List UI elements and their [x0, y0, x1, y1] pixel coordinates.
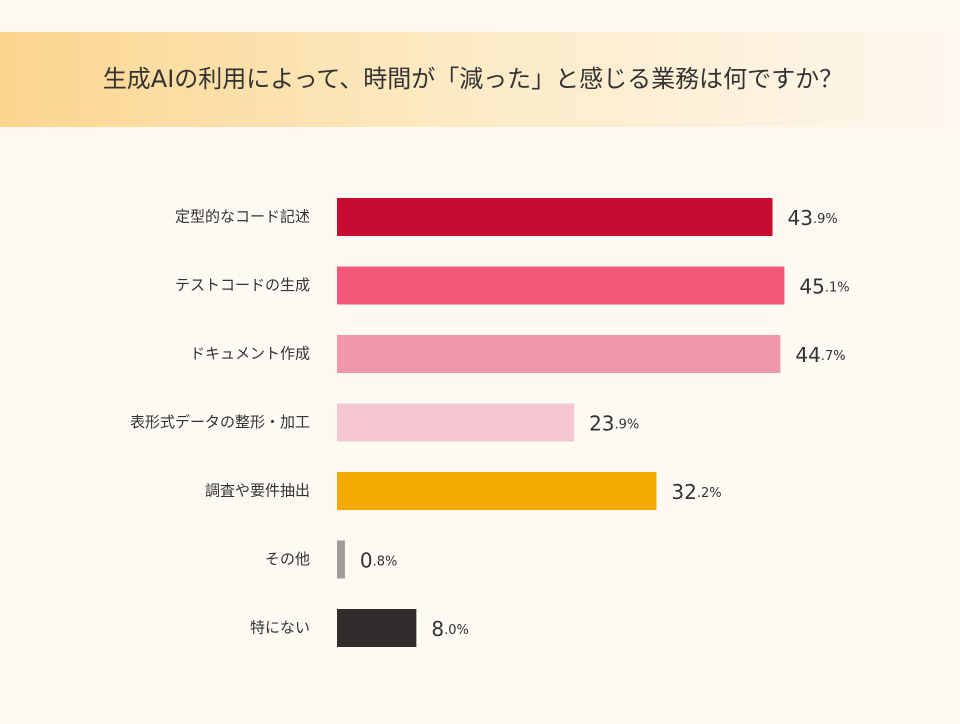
- category-label: 定型的なコード記述: [175, 208, 310, 226]
- value-label: 44.7%: [795, 343, 845, 367]
- category-label: ドキュメント作成: [190, 345, 310, 363]
- value-label: 43.9%: [787, 206, 837, 230]
- category-label: 表形式データの整形・加工: [130, 413, 310, 431]
- value-label: 0.8%: [360, 548, 398, 572]
- category-label: 特にない: [250, 619, 310, 637]
- value-label: 8.0%: [431, 617, 469, 641]
- value-label: 32.2%: [671, 480, 721, 504]
- chart-title: 生成AIの利用によって、時間が「減った」と感じる業務は何ですか？: [103, 65, 843, 93]
- title-band: [0, 32, 960, 127]
- category-label: その他: [265, 550, 310, 568]
- bar: [337, 403, 575, 442]
- bar: [337, 609, 417, 647]
- value-label: 45.1%: [799, 274, 849, 298]
- bar: [337, 198, 773, 236]
- bar: [337, 540, 345, 579]
- category-label: テストコードの生成: [175, 276, 310, 294]
- bar: [337, 472, 657, 510]
- value-label: 23.9%: [589, 411, 639, 435]
- category-label: 調査や要件抽出: [205, 482, 310, 500]
- bar: [337, 266, 785, 305]
- bar: [337, 335, 781, 373]
